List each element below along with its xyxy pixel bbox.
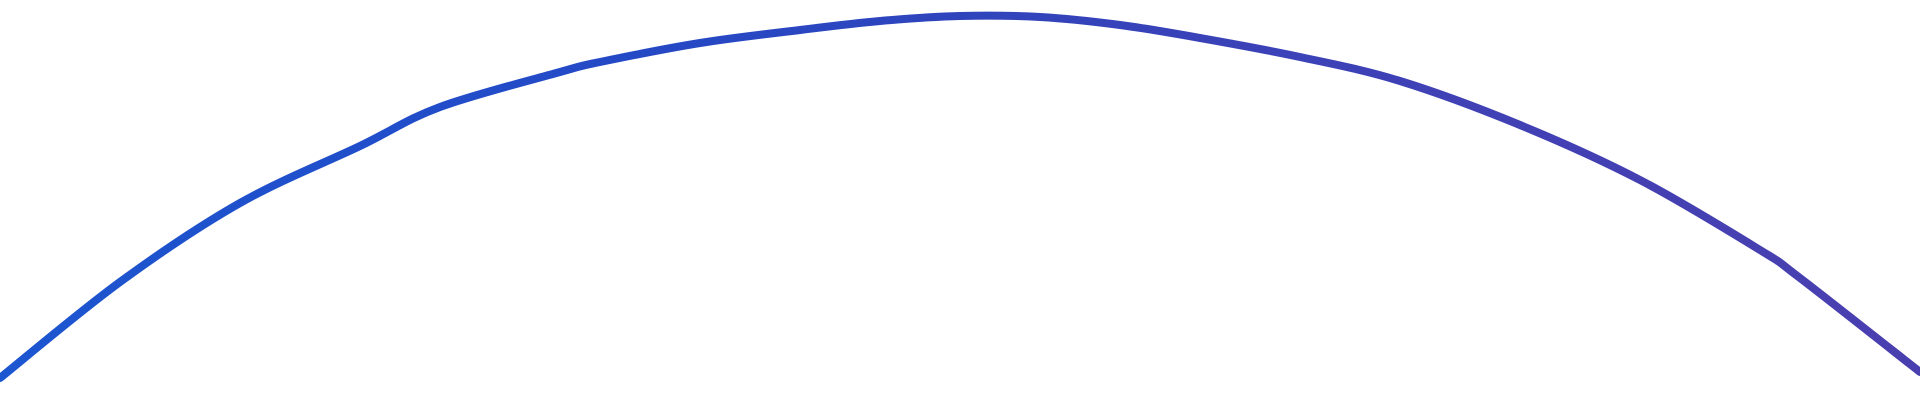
arc-curve-path bbox=[0, 11, 1920, 382]
